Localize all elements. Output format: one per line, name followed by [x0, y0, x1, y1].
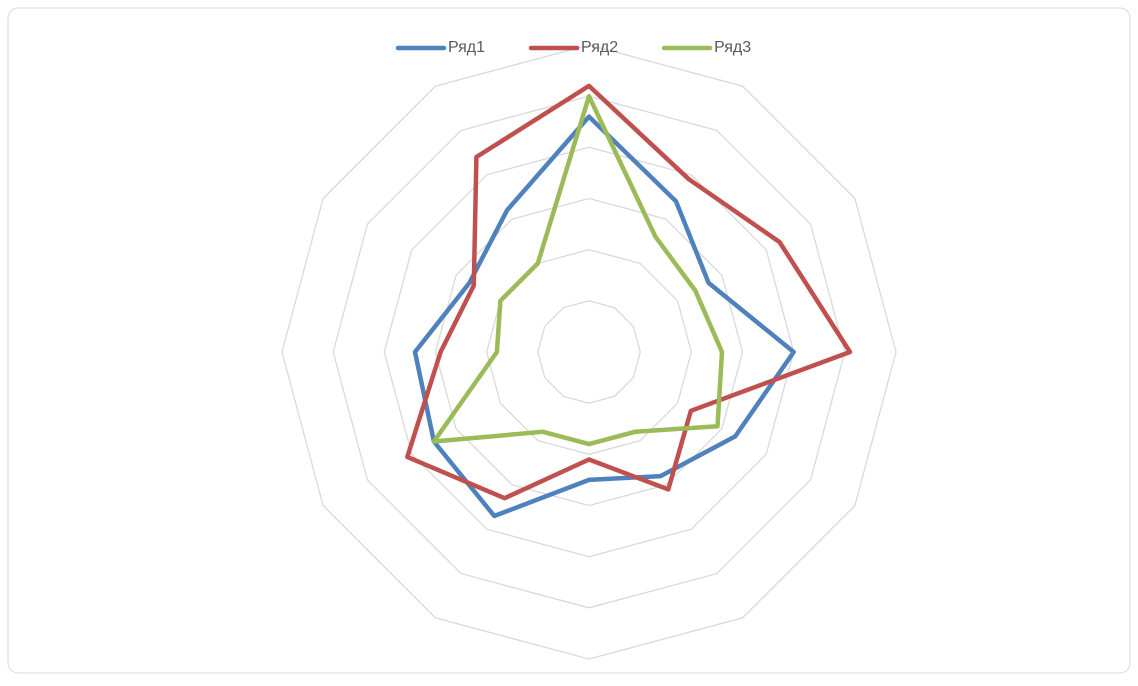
grid-ring [383, 146, 795, 558]
series-line [412, 114, 796, 519]
series-line [431, 93, 725, 447]
legend-label: Ряд3 [714, 39, 751, 56]
grid-ring [434, 197, 744, 507]
grid-ring [281, 44, 897, 660]
grid-ring [537, 300, 641, 404]
legend-label: Ряд2 [581, 39, 618, 56]
grid-ring [332, 95, 846, 609]
chart-border [7, 7, 1131, 674]
series-line [405, 83, 853, 501]
legend-label: Ряд1 [448, 39, 485, 56]
